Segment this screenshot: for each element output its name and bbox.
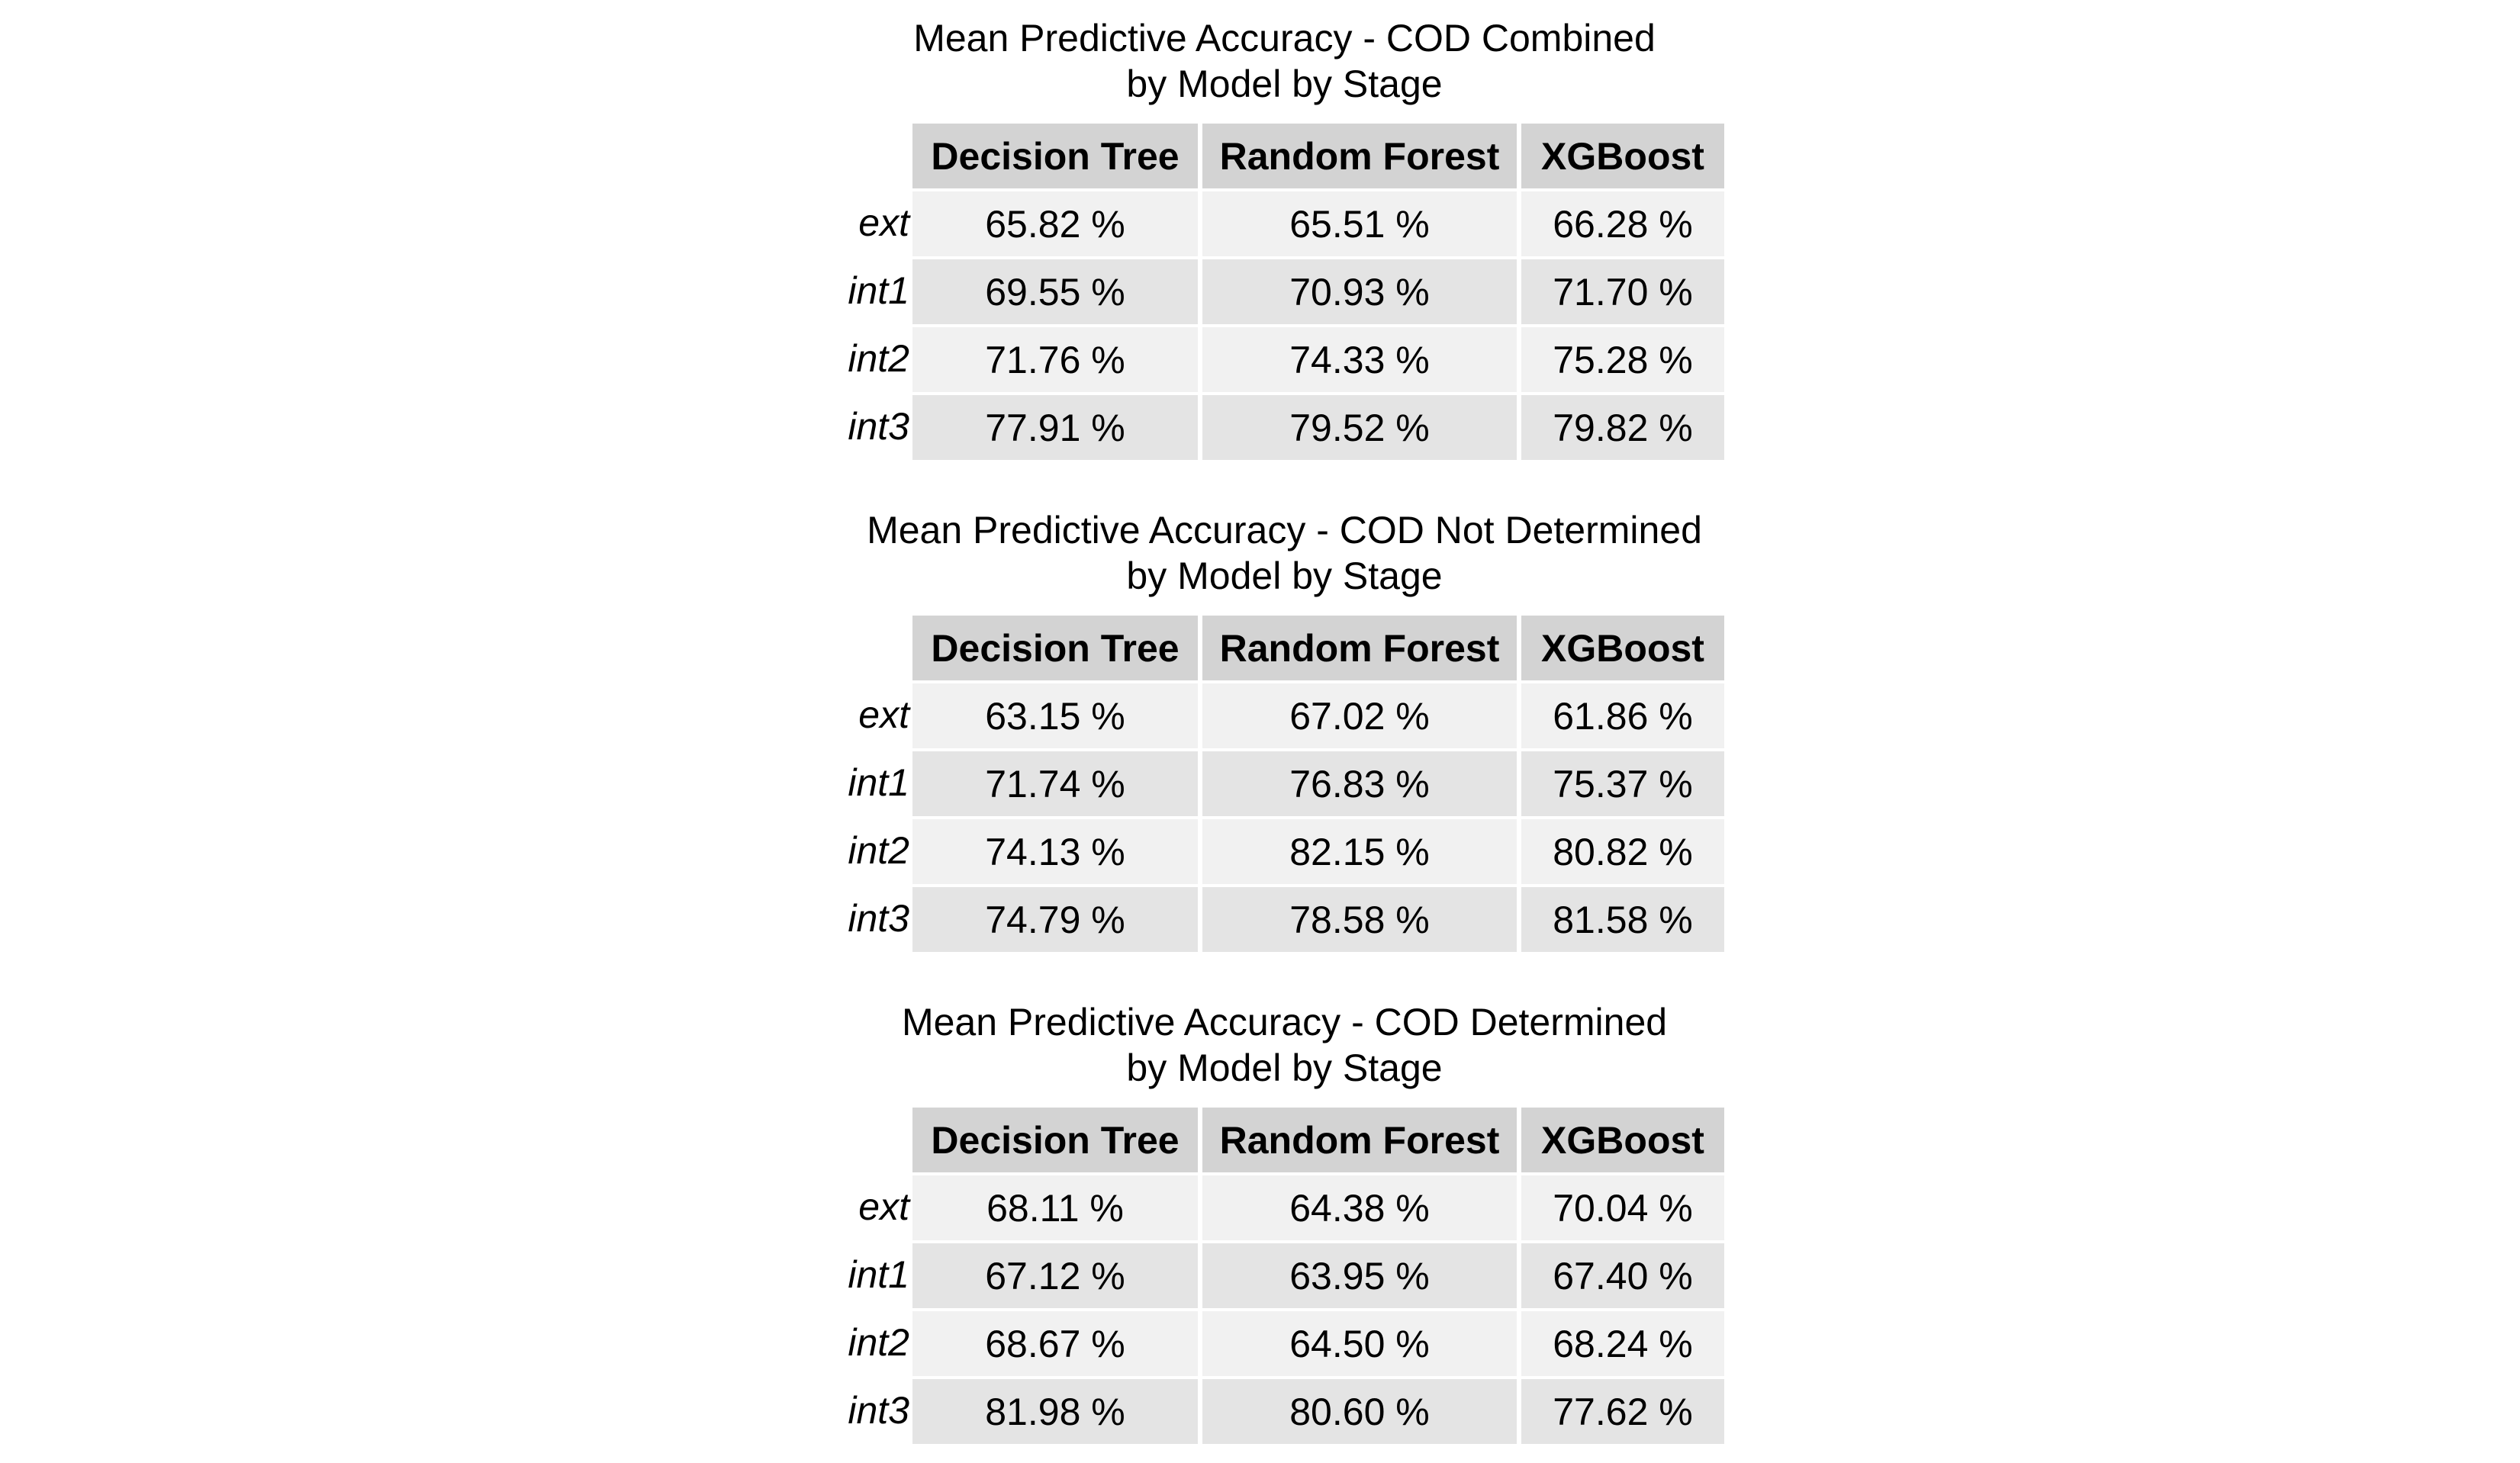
accuracy-table: Decision Tree Random Forest XGBoost ext … — [840, 124, 1724, 460]
table-cell: 65.82 % — [912, 188, 1202, 256]
table-subtitle-line: by Model by Stage — [1126, 63, 1443, 105]
table-cell: 77.91 % — [912, 392, 1202, 460]
table-cell: 66.28 % — [1521, 188, 1724, 256]
table-header-row: Decision Tree Random Forest XGBoost — [840, 124, 1724, 188]
table-cell: 63.15 % — [912, 680, 1202, 748]
table-cell: 78.58 % — [1202, 884, 1521, 952]
table-cell: 70.93 % — [1202, 256, 1521, 324]
table-row: int3 81.98 % 80.60 % 77.62 % — [840, 1376, 1724, 1444]
table-corner-cell — [840, 616, 912, 680]
table-cell: 81.98 % — [912, 1376, 1202, 1444]
table-cell: 75.37 % — [1521, 748, 1724, 816]
table-cell: 61.86 % — [1521, 680, 1724, 748]
row-label: ext — [858, 693, 909, 736]
table-subtitle-line: by Model by Stage — [1126, 1047, 1443, 1089]
table-row: int2 68.67 % 64.50 % 68.24 % — [840, 1308, 1724, 1376]
table-row: ext 68.11 % 64.38 % 70.04 % — [840, 1172, 1724, 1240]
table-cell: 74.79 % — [912, 884, 1202, 952]
table-row: int3 74.79 % 78.58 % 81.58 % — [840, 884, 1724, 952]
table-cell: 64.50 % — [1202, 1308, 1521, 1376]
table-cell: 79.82 % — [1521, 392, 1724, 460]
table-title-line: Mean Predictive Accuracy - COD Determine… — [901, 1001, 1668, 1043]
table-cell: 79.52 % — [1202, 392, 1521, 460]
table-cell: 68.11 % — [912, 1172, 1202, 1240]
row-label: int3 — [848, 896, 909, 940]
table-cell: 81.58 % — [1521, 884, 1724, 952]
table-row: ext 63.15 % 67.02 % 61.86 % — [840, 680, 1724, 748]
table-cell: 74.13 % — [912, 816, 1202, 884]
table-row: int1 71.74 % 76.83 % 75.37 % — [840, 748, 1724, 816]
column-header: XGBoost — [1521, 1108, 1724, 1172]
column-header: Random Forest — [1202, 616, 1521, 680]
table-cell: 74.33 % — [1202, 324, 1521, 392]
table-header-row: Decision Tree Random Forest XGBoost — [840, 1108, 1724, 1172]
table-row: int2 74.13 % 82.15 % 80.82 % — [840, 816, 1724, 884]
column-header: Decision Tree — [912, 124, 1202, 188]
row-label: int1 — [848, 760, 909, 804]
row-label: int2 — [848, 336, 909, 380]
column-header: XGBoost — [1521, 124, 1724, 188]
table-cell: 80.82 % — [1521, 816, 1724, 884]
table-cell: 71.74 % — [912, 748, 1202, 816]
table-panel-cod-determined: Mean Predictive Accuracy - COD Determine… — [840, 999, 1729, 1444]
table-cell: 67.02 % — [1202, 680, 1521, 748]
table-cell: 77.62 % — [1521, 1376, 1724, 1444]
table-title: Mean Predictive Accuracy - COD Not Deter… — [840, 507, 1729, 599]
column-header: Random Forest — [1202, 124, 1521, 188]
table-cell: 63.95 % — [1202, 1240, 1521, 1308]
table-title-line: Mean Predictive Accuracy - COD Not Deter… — [867, 509, 1702, 551]
accuracy-table: Decision Tree Random Forest XGBoost ext … — [840, 616, 1724, 952]
table-cell: 70.04 % — [1521, 1172, 1724, 1240]
table-title: Mean Predictive Accuracy - COD Combined … — [840, 15, 1729, 107]
table-row: ext 65.82 % 65.51 % 66.28 % — [840, 188, 1724, 256]
table-cell: 69.55 % — [912, 256, 1202, 324]
table-cell: 76.83 % — [1202, 748, 1521, 816]
table-subtitle-line: by Model by Stage — [1126, 555, 1443, 597]
table-title: Mean Predictive Accuracy - COD Determine… — [840, 999, 1729, 1091]
table-cell: 71.70 % — [1521, 256, 1724, 324]
table-cell: 80.60 % — [1202, 1376, 1521, 1444]
row-label: int1 — [848, 268, 909, 312]
table-cell: 68.67 % — [912, 1308, 1202, 1376]
table-cell: 64.38 % — [1202, 1172, 1521, 1240]
table-corner-cell — [840, 1108, 912, 1172]
accuracy-table: Decision Tree Random Forest XGBoost ext … — [840, 1108, 1724, 1444]
column-header: Decision Tree — [912, 616, 1202, 680]
table-cell: 75.28 % — [1521, 324, 1724, 392]
table-panel-cod-not-determined: Mean Predictive Accuracy - COD Not Deter… — [840, 507, 1729, 952]
row-label: int3 — [848, 1388, 909, 1432]
table-row: int1 67.12 % 63.95 % 67.40 % — [840, 1240, 1724, 1308]
table-corner-cell — [840, 124, 912, 188]
table-cell: 68.24 % — [1521, 1308, 1724, 1376]
column-header: Random Forest — [1202, 1108, 1521, 1172]
column-header: Decision Tree — [912, 1108, 1202, 1172]
row-label: int2 — [848, 828, 909, 872]
table-cell: 71.76 % — [912, 324, 1202, 392]
row-label: int3 — [848, 404, 909, 448]
table-cell: 65.51 % — [1202, 188, 1521, 256]
column-header: XGBoost — [1521, 616, 1724, 680]
table-row: int3 77.91 % 79.52 % 79.82 % — [840, 392, 1724, 460]
table-cell: 82.15 % — [1202, 816, 1521, 884]
row-label: ext — [858, 1185, 909, 1228]
table-cell: 67.40 % — [1521, 1240, 1724, 1308]
table-cell: 67.12 % — [912, 1240, 1202, 1308]
row-label: int2 — [848, 1320, 909, 1364]
table-row: int2 71.76 % 74.33 % 75.28 % — [840, 324, 1724, 392]
table-title-line: Mean Predictive Accuracy - COD Combined — [913, 17, 1656, 59]
row-label: int1 — [848, 1252, 909, 1296]
table-panel-cod-combined: Mean Predictive Accuracy - COD Combined … — [840, 15, 1729, 460]
row-label: ext — [858, 201, 909, 244]
table-row: int1 69.55 % 70.93 % 71.70 % — [840, 256, 1724, 324]
table-header-row: Decision Tree Random Forest XGBoost — [840, 616, 1724, 680]
